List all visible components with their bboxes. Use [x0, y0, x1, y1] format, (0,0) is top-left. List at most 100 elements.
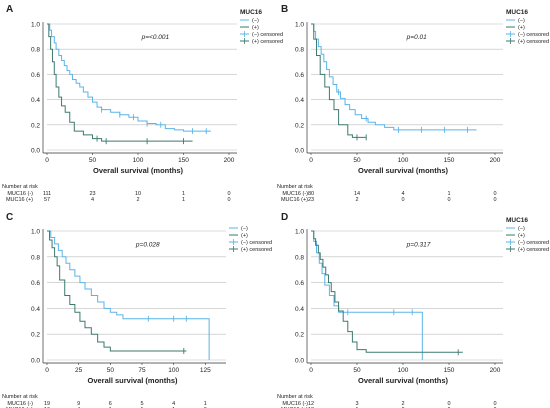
risk-value: 4 [91, 197, 94, 203]
risk-table-header: Number at risk [2, 394, 38, 400]
risk-value: 1 [182, 191, 185, 197]
risk-value: 6 [109, 401, 112, 407]
survival-curve-negative [47, 23, 211, 132]
y-tick-label: 0.2 [31, 332, 40, 339]
panel-letter: D [281, 212, 288, 223]
risk-value: 0 [227, 191, 230, 197]
risk-value: 12 [308, 401, 314, 407]
x-tick-label: 50 [353, 157, 361, 164]
panel-letter: C [6, 212, 13, 223]
y-tick-label: 0.8 [295, 47, 304, 54]
legend-label: (−) censored [241, 240, 272, 246]
survival-curve-negative [311, 23, 477, 131]
y-tick-label: 0.8 [295, 254, 304, 261]
legend-label: (−) [241, 226, 248, 232]
panel-letter: B [281, 4, 288, 15]
legend-title: MUC16 [506, 217, 528, 224]
y-tick-label: 0.2 [31, 122, 40, 129]
x-tick-label: 0 [45, 367, 49, 374]
risk-value: 14 [354, 191, 360, 197]
legend-label: (−) censored [252, 32, 283, 38]
legend-label: (+) censored [241, 247, 272, 253]
risk-value: 2 [136, 197, 139, 203]
legend-label: (+) [518, 25, 525, 31]
risk-value: 2 [401, 401, 404, 407]
risk-table-header: Number at risk [277, 184, 313, 190]
risk-value: 0 [493, 197, 496, 203]
risk-row-label: MUC16 (+) [281, 197, 308, 203]
survival-curve-positive [47, 23, 193, 142]
y-tick-label: 1.0 [295, 22, 304, 29]
y-tick-label: 0.6 [295, 280, 304, 287]
y-tick-label: 0.6 [295, 72, 304, 79]
survival-curve-positive [311, 230, 463, 353]
x-tick-label: 150 [178, 157, 189, 164]
survival-curve-negative [47, 230, 210, 360]
survival-curve-positive [311, 23, 367, 138]
risk-value: 1 [182, 197, 185, 203]
y-tick-label: 1.0 [31, 229, 40, 236]
x-axis-label: Overall survival (months) [358, 376, 449, 385]
risk-row-label: MUC16 (-) [7, 401, 33, 407]
legend-title: MUC16 [240, 9, 262, 16]
legend-label: (−) [518, 18, 525, 24]
y-tick-label: 0.8 [31, 47, 40, 54]
x-tick-label: 0 [45, 157, 49, 164]
y-tick-label: 0.0 [31, 148, 40, 155]
risk-value: 0 [401, 197, 404, 203]
risk-value: 0 [447, 197, 450, 203]
y-tick-label: 0.4 [295, 97, 304, 104]
risk-row-label: MUC16 (-) [282, 191, 308, 197]
risk-table-header: Number at risk [277, 394, 313, 400]
risk-value: 10 [135, 191, 141, 197]
risk-table-header: Number at risk [2, 184, 38, 190]
risk-value: 19 [44, 401, 50, 407]
survival-curve-positive [47, 230, 187, 352]
risk-value: 57 [44, 197, 50, 203]
x-axis-label: Overall survival (months) [93, 166, 184, 175]
x-tick-label: 50 [107, 367, 115, 374]
p-value-annotation: p=0.317 [406, 241, 431, 248]
legend-label: (+) [241, 233, 248, 239]
risk-value: 5 [140, 401, 143, 407]
x-tick-label: 50 [353, 367, 361, 374]
risk-value: 4 [401, 191, 404, 197]
y-tick-label: 0.8 [31, 254, 40, 261]
risk-value: 9 [77, 401, 80, 407]
risk-value: 2 [355, 197, 358, 203]
legend-label: (+) censored [518, 247, 549, 253]
y-tick-label: 0.0 [31, 358, 40, 365]
legend-label: (+) censored [518, 39, 549, 45]
risk-value: 0 [493, 191, 496, 197]
y-tick-label: 0.2 [295, 332, 304, 339]
x-tick-label: 150 [444, 157, 455, 164]
y-tick-label: 0.0 [295, 148, 304, 155]
x-tick-label: 0 [309, 367, 313, 374]
risk-value: 0 [493, 401, 496, 407]
risk-value: 80 [308, 191, 314, 197]
x-tick-label: 200 [490, 367, 501, 374]
risk-value: 3 [355, 401, 358, 407]
y-tick-label: 1.0 [295, 229, 304, 236]
y-tick-label: 0.4 [31, 97, 40, 104]
x-tick-label: 75 [138, 367, 146, 374]
legend-title: MUC16 [506, 9, 528, 16]
x-tick-label: 200 [490, 157, 501, 164]
legend-label: (−) [252, 18, 259, 24]
risk-value: 4 [172, 401, 175, 407]
p-value-annotation: p=0.01 [406, 34, 427, 41]
legend-label: (−) censored [518, 240, 549, 246]
risk-value: 23 [89, 191, 95, 197]
panel-letter: A [6, 4, 13, 15]
risk-row-label: MUC16 (-) [282, 401, 308, 407]
p-value-annotation: p=0.028 [135, 241, 160, 248]
x-tick-label: 100 [398, 367, 409, 374]
risk-value: 0 [447, 401, 450, 407]
legend-label: (−) [518, 226, 525, 232]
x-tick-label: 100 [133, 157, 144, 164]
risk-value: 23 [308, 197, 314, 203]
legend-label: (+) censored [252, 39, 283, 45]
legend-label: (−) censored [518, 32, 549, 38]
y-tick-label: 0.6 [31, 72, 40, 79]
